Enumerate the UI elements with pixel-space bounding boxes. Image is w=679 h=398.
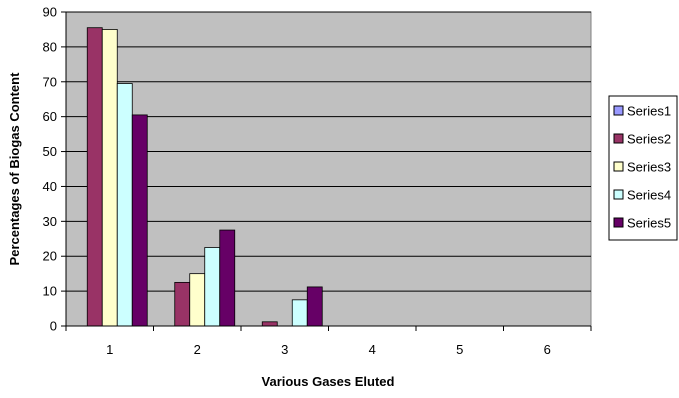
x-tick-label: 6 xyxy=(544,342,551,357)
legend-label-series4: Series4 xyxy=(627,188,671,203)
x-tick-label: 1 xyxy=(106,342,113,357)
bar-series5-cat-2 xyxy=(219,229,236,327)
bar-series5-cat-1 xyxy=(131,114,148,327)
legend-swatch-series4 xyxy=(613,189,624,200)
legend-label-series1: Series1 xyxy=(627,104,671,119)
y-tick-label: 50 xyxy=(43,144,57,159)
bar-series5-cat-3 xyxy=(306,286,323,327)
x-tick-label: 5 xyxy=(456,342,463,357)
y-tick-label: 80 xyxy=(43,39,57,54)
x-tick-labels: 1 2 3 4 5 6 xyxy=(106,342,551,357)
x-tick-label: 4 xyxy=(369,342,376,357)
y-tick-label: 90 xyxy=(43,5,57,20)
bar-series4-cat-3 xyxy=(291,299,308,327)
bar-series2-cat-2 xyxy=(174,281,191,327)
legend-swatch-series2 xyxy=(613,133,624,144)
x-axis-title: Various Gases Eluted xyxy=(262,374,395,389)
y-tick-label: 10 xyxy=(43,284,57,299)
y-tick-labels: 0 10 20 30 40 50 60 70 80 90 xyxy=(43,5,57,334)
y-tick-label: 60 xyxy=(43,109,57,124)
y-tick-label: 20 xyxy=(43,249,57,264)
bar-series2-cat-3 xyxy=(261,321,278,327)
bar-series2-cat-1 xyxy=(86,27,103,327)
legend-label-series5: Series5 xyxy=(627,216,671,231)
bar-series3-cat-2 xyxy=(189,273,206,327)
legend-label-series2: Series2 xyxy=(627,132,671,147)
plot-area xyxy=(65,11,592,327)
axes xyxy=(61,11,592,331)
bar-series3-cat-1 xyxy=(101,29,118,327)
legend-label-series3: Series3 xyxy=(627,160,671,175)
x-tick-label: 3 xyxy=(281,342,288,357)
y-tick-label: 0 xyxy=(50,319,57,334)
legend-swatch-series5 xyxy=(613,217,624,228)
bar-series4-cat-2 xyxy=(204,247,221,327)
legend-swatch-series3 xyxy=(613,161,624,172)
y-tick-label: 30 xyxy=(43,214,57,229)
y-tick-label: 40 xyxy=(43,179,57,194)
legend: Series1 Series2 Series3 Series4 Series5 xyxy=(608,95,678,241)
legend-swatch-series1 xyxy=(613,105,624,116)
x-tick-label: 2 xyxy=(194,342,201,357)
gridlines xyxy=(66,11,591,292)
y-axis-title: Percentages of Biogas Content xyxy=(7,72,22,266)
y-tick-label: 70 xyxy=(43,74,57,89)
bar-series4-cat-1 xyxy=(116,83,133,327)
